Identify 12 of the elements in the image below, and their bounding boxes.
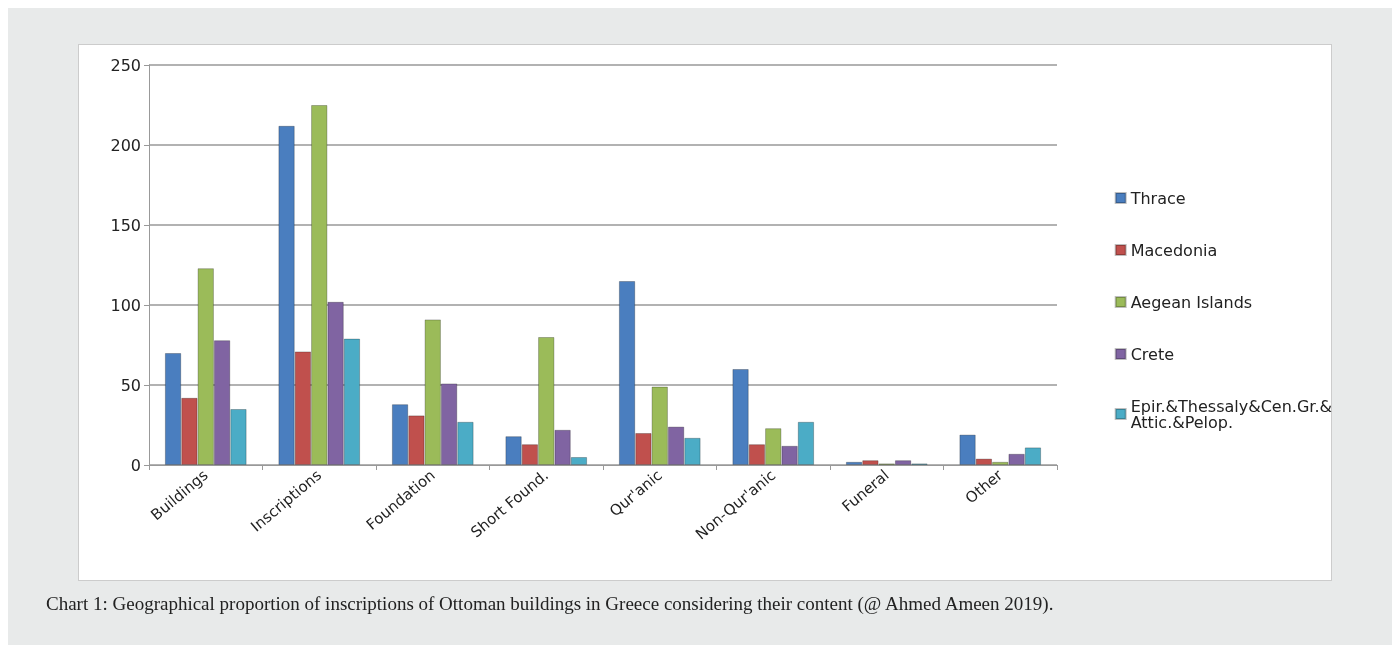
legend-label: Aegean Islands [1130,292,1253,312]
y-tick-label: 200 [110,135,141,155]
y-tick-label: 150 [110,215,141,235]
legend-label: Macedonia [1130,240,1218,260]
y-tick-label: 100 [110,295,141,315]
legend-label: Thrace [1129,188,1186,208]
caption: Chart 1: Geographical proportion of inscriptions of Ottoman buildings in Greece considering their content (@ Ahmed Ameen 2019). [46,593,1055,615]
y-tick-label: 250 [110,55,141,75]
legend-label: Epir.&Thessaly&Cen.Gr.&Attic.&Pelop. [1130,396,1333,432]
legend-label: Crete [1130,344,1175,364]
y-tick-label: 50 [120,375,141,395]
y-tick-label: 0 [130,455,141,475]
